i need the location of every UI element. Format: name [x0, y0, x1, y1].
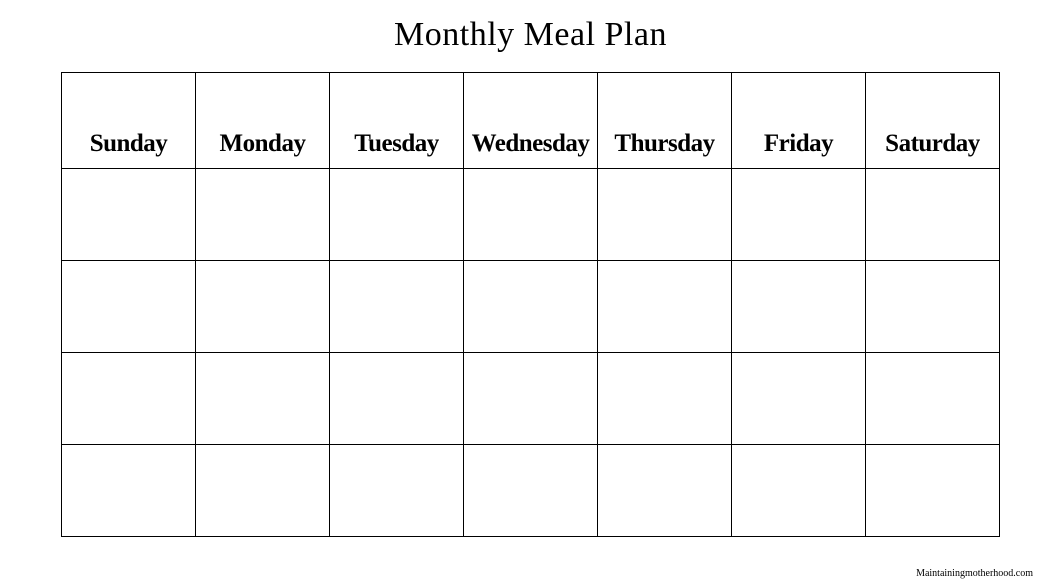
- calendar-cell: [62, 353, 196, 445]
- calendar-cell: [732, 445, 866, 537]
- calendar-cell: [598, 353, 732, 445]
- calendar-cell: [732, 261, 866, 353]
- day-header-sunday: Sunday: [62, 73, 196, 169]
- day-header-friday: Friday: [732, 73, 866, 169]
- calendar-cell: [330, 261, 464, 353]
- calendar-week-row: [62, 169, 1000, 261]
- calendar-cell: [598, 445, 732, 537]
- day-header-tuesday: Tuesday: [330, 73, 464, 169]
- calendar-cell: [866, 353, 1000, 445]
- calendar-cell: [464, 261, 598, 353]
- page-title: Monthly Meal Plan: [0, 0, 1061, 72]
- calendar-cell: [62, 169, 196, 261]
- calendar-cell: [62, 261, 196, 353]
- calendar-week-row: [62, 445, 1000, 537]
- calendar-cell: [196, 445, 330, 537]
- calendar-cell: [62, 445, 196, 537]
- calendar-cell: [330, 169, 464, 261]
- calendar-cell: [598, 261, 732, 353]
- calendar-cell: [732, 353, 866, 445]
- calendar-cell: [598, 169, 732, 261]
- calendar-cell: [196, 353, 330, 445]
- day-header-saturday: Saturday: [866, 73, 1000, 169]
- calendar-header-row: Sunday Monday Tuesday Wednesday Thursday…: [62, 73, 1000, 169]
- calendar-cell: [196, 261, 330, 353]
- day-header-thursday: Thursday: [598, 73, 732, 169]
- calendar-cell: [330, 353, 464, 445]
- attribution-text: Maintainingmotherhood.com: [916, 568, 1033, 579]
- calendar-cell: [464, 353, 598, 445]
- calendar-cell: [866, 445, 1000, 537]
- calendar-week-row: [62, 261, 1000, 353]
- day-header-wednesday: Wednesday: [464, 73, 598, 169]
- calendar-cell: [464, 445, 598, 537]
- day-header-monday: Monday: [196, 73, 330, 169]
- calendar-cell: [866, 261, 1000, 353]
- calendar-cell: [464, 169, 598, 261]
- calendar-week-row: [62, 353, 1000, 445]
- calendar-cell: [196, 169, 330, 261]
- calendar-cell: [732, 169, 866, 261]
- calendar-cell: [330, 445, 464, 537]
- meal-plan-calendar: Sunday Monday Tuesday Wednesday Thursday…: [61, 72, 1000, 537]
- calendar-cell: [866, 169, 1000, 261]
